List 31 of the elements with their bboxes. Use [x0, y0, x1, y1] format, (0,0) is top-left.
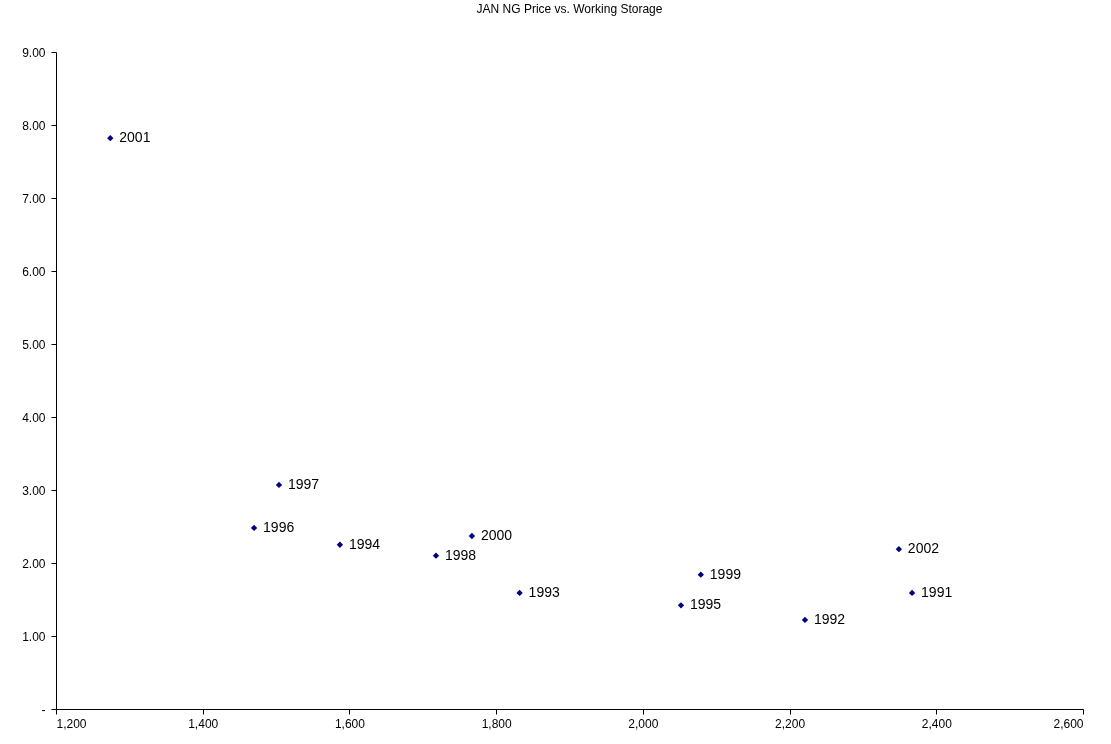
annotation: 1997: [288, 475, 320, 492]
y-tick-label: 3.00: [22, 483, 46, 498]
chart-title: JAN NG Price vs. Working Storage: [476, 2, 663, 16]
annotation: 2001: [119, 129, 151, 146]
annotation: 1995: [690, 596, 722, 613]
y-tick-label: 2.00: [22, 556, 46, 571]
annotation: 1998: [444, 546, 477, 563]
y-tick-label: 1.00: [22, 629, 46, 644]
annotation: 1999: [709, 565, 742, 582]
y-tick-label: 8.00: [22, 118, 46, 133]
x-tick-label: 2,000: [628, 716, 659, 731]
x-tick-label: 1,600: [334, 716, 366, 731]
y-tick-label: 7.00: [22, 191, 46, 206]
y-tick-label: 4.00: [22, 410, 46, 425]
annotation: 1991: [921, 583, 953, 600]
annotation: 2000: [480, 526, 513, 543]
annotation: 1994: [348, 535, 381, 552]
annotation: 1993: [528, 583, 560, 600]
annotation: 2002: [907, 540, 940, 557]
y-tick-label: 6.00: [22, 264, 46, 279]
x-tick-label: 2,400: [921, 716, 953, 731]
annotation: 1996: [263, 518, 295, 535]
x-tick-label: 1,200: [56, 716, 87, 731]
annotation: 1992: [813, 610, 846, 627]
y-tick-label: 9.00: [22, 45, 46, 60]
y-tick-label: -: [41, 702, 46, 717]
x-tick-label: 1,400: [188, 716, 219, 731]
x-tick-label: 2,200: [775, 716, 806, 731]
x-tick-label: 2,600: [1053, 716, 1084, 731]
y-tick-label: 5.00: [22, 337, 46, 352]
x-tick-label: 1,800: [481, 716, 512, 731]
